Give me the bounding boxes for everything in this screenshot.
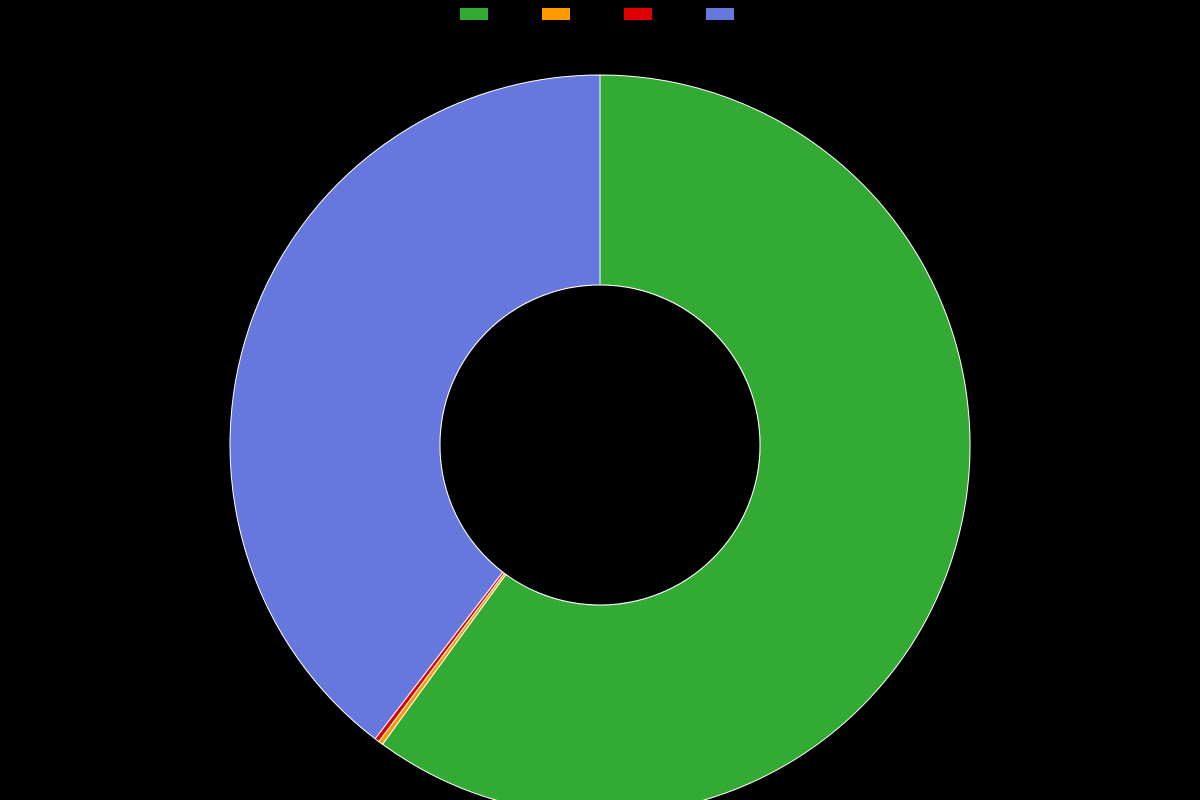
donut-chart-area bbox=[0, 30, 1200, 800]
legend-swatch bbox=[460, 8, 488, 20]
donut-chart bbox=[0, 30, 1200, 800]
chart-legend bbox=[0, 8, 1200, 20]
chart-container bbox=[0, 0, 1200, 800]
legend-swatch bbox=[542, 8, 570, 20]
legend-item bbox=[460, 8, 494, 20]
legend-item bbox=[624, 8, 658, 20]
legend-swatch bbox=[624, 8, 652, 20]
legend-swatch bbox=[706, 8, 734, 20]
legend-item bbox=[706, 8, 740, 20]
donut-hole bbox=[440, 285, 760, 605]
legend-item bbox=[542, 8, 576, 20]
